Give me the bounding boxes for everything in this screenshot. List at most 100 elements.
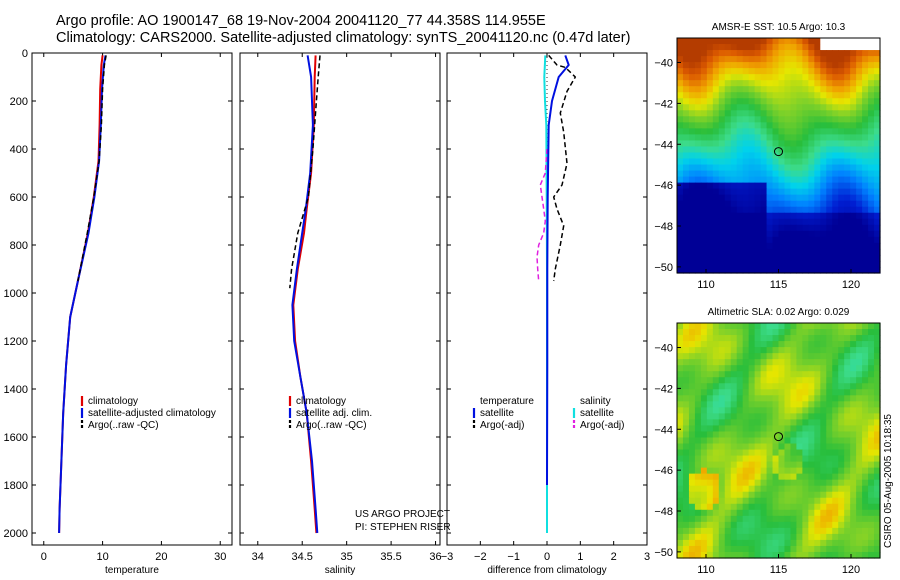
- heatmap-cell: [868, 419, 875, 427]
- heatmap-cell: [802, 242, 809, 250]
- heatmap-cell: [850, 170, 857, 178]
- heatmap-cell: [778, 347, 786, 354]
- heatmap-cell: [802, 188, 809, 196]
- heatmap-cell: [802, 521, 809, 529]
- heatmap-cell: [688, 212, 696, 220]
- heatmap-cell: [766, 335, 774, 342]
- heatmap-cell: [712, 449, 720, 457]
- legend-entry: satellite-adjusted climatology: [88, 408, 216, 419]
- heatmap-cell: [724, 341, 732, 348]
- heatmap-cell: [748, 74, 756, 81]
- figure-title-line-1: Argo profile: AO 1900147_68 19-Nov-2004 …: [56, 13, 546, 29]
- heatmap-cell: [688, 92, 696, 99]
- heatmap-cell: [832, 467, 839, 475]
- heatmap-cell: [712, 443, 720, 451]
- heatmap-cell: [838, 62, 845, 69]
- heatmap-cell: [718, 110, 726, 117]
- heatmap-cell: [850, 266, 857, 274]
- heatmap-cell: [772, 248, 780, 256]
- heatmap-cell: [772, 335, 780, 342]
- heatmap-cell: [778, 158, 786, 166]
- heatmap-cell: [718, 170, 726, 178]
- heatmap-cell: [874, 158, 881, 166]
- heatmap-cell: [862, 515, 869, 523]
- heatmap-cell: [874, 449, 881, 457]
- heatmap-cell: [772, 56, 780, 63]
- heatmap-cell: [856, 431, 863, 439]
- heatmap-cell: [844, 146, 851, 154]
- heatmap-cell: [766, 62, 774, 69]
- heatmap-cell: [736, 92, 744, 99]
- heatmap-cell: [700, 56, 708, 63]
- heatmap-cell: [718, 539, 726, 547]
- heatmap-cell: [814, 38, 821, 45]
- heatmap-cell: [820, 479, 827, 487]
- heatmap-cell: [677, 365, 684, 372]
- heatmap-cell: [850, 200, 857, 208]
- heatmap-cell: [742, 230, 750, 238]
- heatmap-cell: [688, 449, 696, 457]
- heatmap-cell: [790, 146, 798, 154]
- heatmap-cell: [748, 437, 756, 445]
- heatmap-cell: [832, 359, 839, 366]
- heatmap-cell: [856, 395, 863, 402]
- heatmap-cell: [796, 254, 803, 262]
- heatmap-cell: [826, 503, 833, 511]
- heatmap-cell: [760, 200, 768, 208]
- heatmap-cell: [766, 248, 774, 256]
- heatmap-cell: [862, 539, 869, 547]
- heatmap-cell: [772, 497, 780, 505]
- heatmap-cell: [694, 341, 702, 348]
- heatmap-cell: [730, 479, 738, 487]
- heatmap-cell: [718, 236, 726, 244]
- heatmap-cell: [844, 266, 851, 274]
- heatmap-cell: [682, 92, 690, 99]
- x-tick-label: 3: [644, 551, 650, 563]
- heatmap-cell: [718, 128, 726, 136]
- heatmap-cell: [772, 164, 780, 172]
- heatmap-cell: [766, 473, 774, 481]
- heatmap-cell: [856, 248, 863, 256]
- heatmap-cell: [820, 407, 827, 414]
- heatmap-cell: [850, 353, 857, 360]
- heatmap-cell: [724, 152, 732, 160]
- heatmap-cell: [730, 86, 738, 93]
- heatmap-cell: [760, 92, 768, 99]
- heatmap-cell: [730, 497, 738, 505]
- heatmap-cell: [784, 437, 792, 445]
- heatmap-cell: [724, 359, 732, 366]
- heatmap-cell: [808, 158, 815, 166]
- heatmap-cell: [766, 365, 774, 372]
- heatmap-cell: [706, 116, 714, 123]
- heatmap-cell: [790, 503, 798, 511]
- heatmap-cell: [850, 383, 857, 390]
- heatmap-cell: [796, 323, 803, 330]
- heatmap-cell: [700, 473, 708, 481]
- heatmap-cell: [766, 188, 774, 196]
- heatmap-cell: [718, 218, 726, 226]
- heatmap-cell: [862, 341, 869, 348]
- heatmap-cell: [838, 182, 845, 190]
- heatmap-cell: [730, 395, 738, 402]
- heatmap-cell: [868, 74, 875, 81]
- heatmap-cell: [868, 194, 875, 202]
- heatmap-cell: [814, 50, 821, 57]
- heatmap-cell: [688, 479, 696, 487]
- heatmap-cell: [772, 134, 780, 142]
- heatmap-cell: [832, 425, 839, 433]
- heatmap-cell: [862, 38, 869, 45]
- heatmap-cell: [754, 365, 762, 372]
- heatmap-cell: [862, 473, 869, 481]
- heatmap-cell: [784, 44, 792, 51]
- heatmap-cell: [718, 419, 726, 427]
- heatmap-cell: [712, 242, 720, 250]
- heatmap-cell: [760, 266, 768, 274]
- heatmap-cell: [820, 491, 827, 499]
- heatmap-cell: [677, 170, 684, 178]
- heatmap-cell: [688, 461, 696, 469]
- heatmap-cell: [742, 371, 750, 378]
- heatmap-cell: [784, 80, 792, 87]
- heatmap-cell: [682, 164, 690, 172]
- heatmap-cell: [677, 395, 684, 402]
- heatmap-cell: [838, 86, 845, 93]
